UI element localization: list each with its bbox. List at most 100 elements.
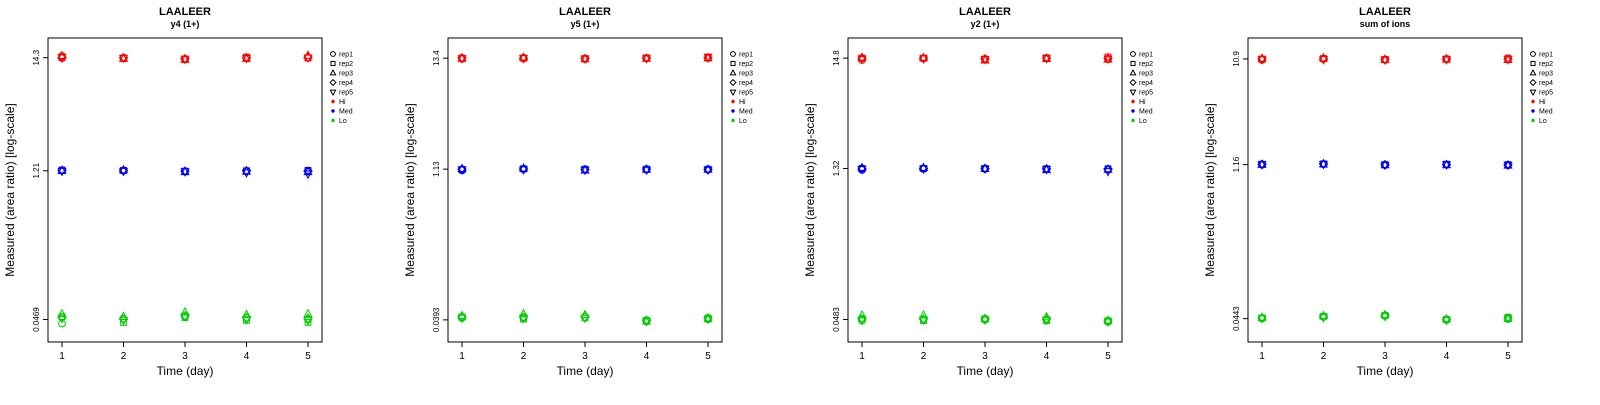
legend-label: rep4 — [739, 80, 753, 87]
triangle-down-marker-icon — [980, 316, 990, 326]
x-axis-label: Time (day) — [957, 364, 1014, 378]
x-tick-label: 3 — [582, 351, 588, 362]
legend: rep1 rep2 rep3 rep4 rep5 Hi Med Lo — [1129, 51, 1153, 125]
y-tick-label: 13.4 — [432, 50, 441, 66]
triangle-down-marker-icon — [1257, 315, 1267, 324]
triangle-down-marker-icon — [1318, 56, 1329, 65]
legend-label: rep4 — [1139, 80, 1153, 87]
dot-marker-icon — [331, 109, 335, 113]
triangle-up-marker-icon — [457, 163, 467, 172]
legend-label: Lo — [1139, 118, 1147, 125]
triangle-down-marker-icon — [1318, 314, 1329, 323]
triangle-down-marker-icon — [1103, 55, 1113, 65]
dot-marker-icon — [331, 118, 335, 123]
triangle-down-marker-icon — [1041, 165, 1052, 175]
legend-label: rep1 — [739, 52, 753, 59]
triangle-up-marker-icon — [1441, 54, 1452, 63]
square-marker-icon — [1130, 60, 1136, 67]
circle-marker-icon — [58, 319, 66, 328]
triangle-up-marker-icon — [641, 53, 652, 62]
x-tick-label: 2 — [521, 351, 527, 362]
triangle-up-marker-icon — [57, 308, 67, 318]
x-axis-label: Time (day) — [557, 364, 614, 378]
x-tick-label: 1 — [859, 351, 865, 362]
x-tick-label: 4 — [1444, 351, 1450, 362]
triangle-up-marker-icon — [857, 309, 867, 319]
triangle-down-marker-icon — [1257, 161, 1267, 170]
triangle-down-marker-icon — [518, 314, 529, 324]
legend-label: Hi — [739, 99, 746, 106]
triangle-up-marker-icon — [1103, 315, 1113, 324]
triangle-down-marker-icon — [118, 54, 129, 64]
diamond-marker-icon — [241, 312, 252, 323]
triangle-down-marker-icon — [303, 317, 313, 326]
triangle-down-marker-icon — [641, 166, 652, 176]
chart-panel-2: LAALEER y5 (1+) 1 2 3 4 5 Time (day) 13.4 1.13 0.0… — [400, 0, 800, 400]
legend-label: rep3 — [1139, 71, 1153, 78]
triangle-up-marker-icon — [241, 309, 252, 319]
triangle-down-marker-icon — [703, 166, 713, 176]
legend-label: Lo — [739, 118, 747, 125]
x-tick-label: 3 — [982, 351, 988, 362]
legend-label: rep1 — [1139, 52, 1153, 59]
legend-label: rep4 — [339, 80, 353, 87]
triangle-down-marker-icon — [1041, 55, 1052, 64]
triangle-down-marker-icon — [1103, 318, 1113, 328]
triangle-up-marker-icon — [303, 308, 313, 318]
triangle-down-marker-icon — [457, 55, 467, 64]
x-tick-label: 5 — [705, 351, 711, 362]
y-tick-label: 0.0469 — [32, 307, 41, 332]
triangle-down-marker-icon — [118, 167, 129, 177]
legend-label: Lo — [1539, 118, 1547, 125]
legend-label: rep5 — [1139, 90, 1153, 97]
diamond-marker-icon — [1129, 78, 1137, 87]
triangle-down-marker-icon — [1441, 316, 1452, 326]
triangle-down-marker-icon — [703, 53, 713, 63]
x-tick-label: 1 — [59, 351, 65, 362]
triangle-down-marker-icon — [641, 318, 652, 327]
square-marker-icon — [1530, 60, 1536, 67]
y-axis-label: Measured (area ratio) [log-scale] — [403, 103, 417, 276]
triangle-down-marker-icon — [1318, 161, 1329, 170]
triangle-down-marker-icon — [1129, 89, 1137, 97]
y-tick-label: 1.13 — [432, 161, 441, 177]
triangle-up-marker-icon — [729, 68, 737, 76]
triangle-down-marker-icon — [1257, 56, 1267, 65]
x-tick-label: 2 — [121, 351, 127, 362]
triangle-up-marker-icon — [1441, 313, 1452, 323]
triangle-up-marker-icon — [329, 68, 337, 76]
legend-label: Hi — [339, 99, 346, 106]
triangle-down-marker-icon — [241, 55, 252, 64]
plot-box — [47, 37, 323, 343]
legend-label: Med — [339, 109, 353, 116]
triangle-down-marker-icon — [329, 89, 337, 97]
triangle-down-marker-icon — [457, 314, 467, 324]
triangle-up-marker-icon — [980, 313, 990, 323]
y-axis-label: Measured (area ratio) [log-scale] — [803, 103, 817, 276]
triangle-down-marker-icon — [1380, 161, 1390, 171]
triangle-up-marker-icon — [1441, 159, 1452, 169]
legend-label: rep5 — [739, 90, 753, 97]
triangle-down-marker-icon — [1441, 56, 1452, 65]
triangle-down-marker-icon — [1380, 313, 1390, 322]
y-tick-label: 10.9 — [1232, 51, 1241, 67]
y-tick-label: 0.0393 — [432, 307, 441, 332]
x-axis-label: Time (day) — [157, 364, 214, 378]
dot-marker-icon — [731, 109, 735, 113]
triangle-down-marker-icon — [457, 166, 467, 175]
legend-label: Med — [739, 109, 753, 116]
triangle-down-marker-icon — [518, 54, 529, 64]
square-marker-icon — [730, 60, 736, 67]
x-tick-label: 4 — [244, 351, 250, 362]
triangle-up-marker-icon — [1380, 54, 1390, 64]
triangle-down-marker-icon — [1041, 316, 1052, 326]
plot-box — [447, 37, 723, 343]
legend-label: rep4 — [1539, 80, 1553, 87]
y-tick-label: 1.32 — [832, 160, 841, 176]
diamond-marker-icon — [1529, 78, 1537, 87]
legend-label: rep3 — [1539, 71, 1553, 78]
diamond-marker-icon — [303, 313, 313, 324]
triangle-up-marker-icon — [1257, 159, 1267, 168]
